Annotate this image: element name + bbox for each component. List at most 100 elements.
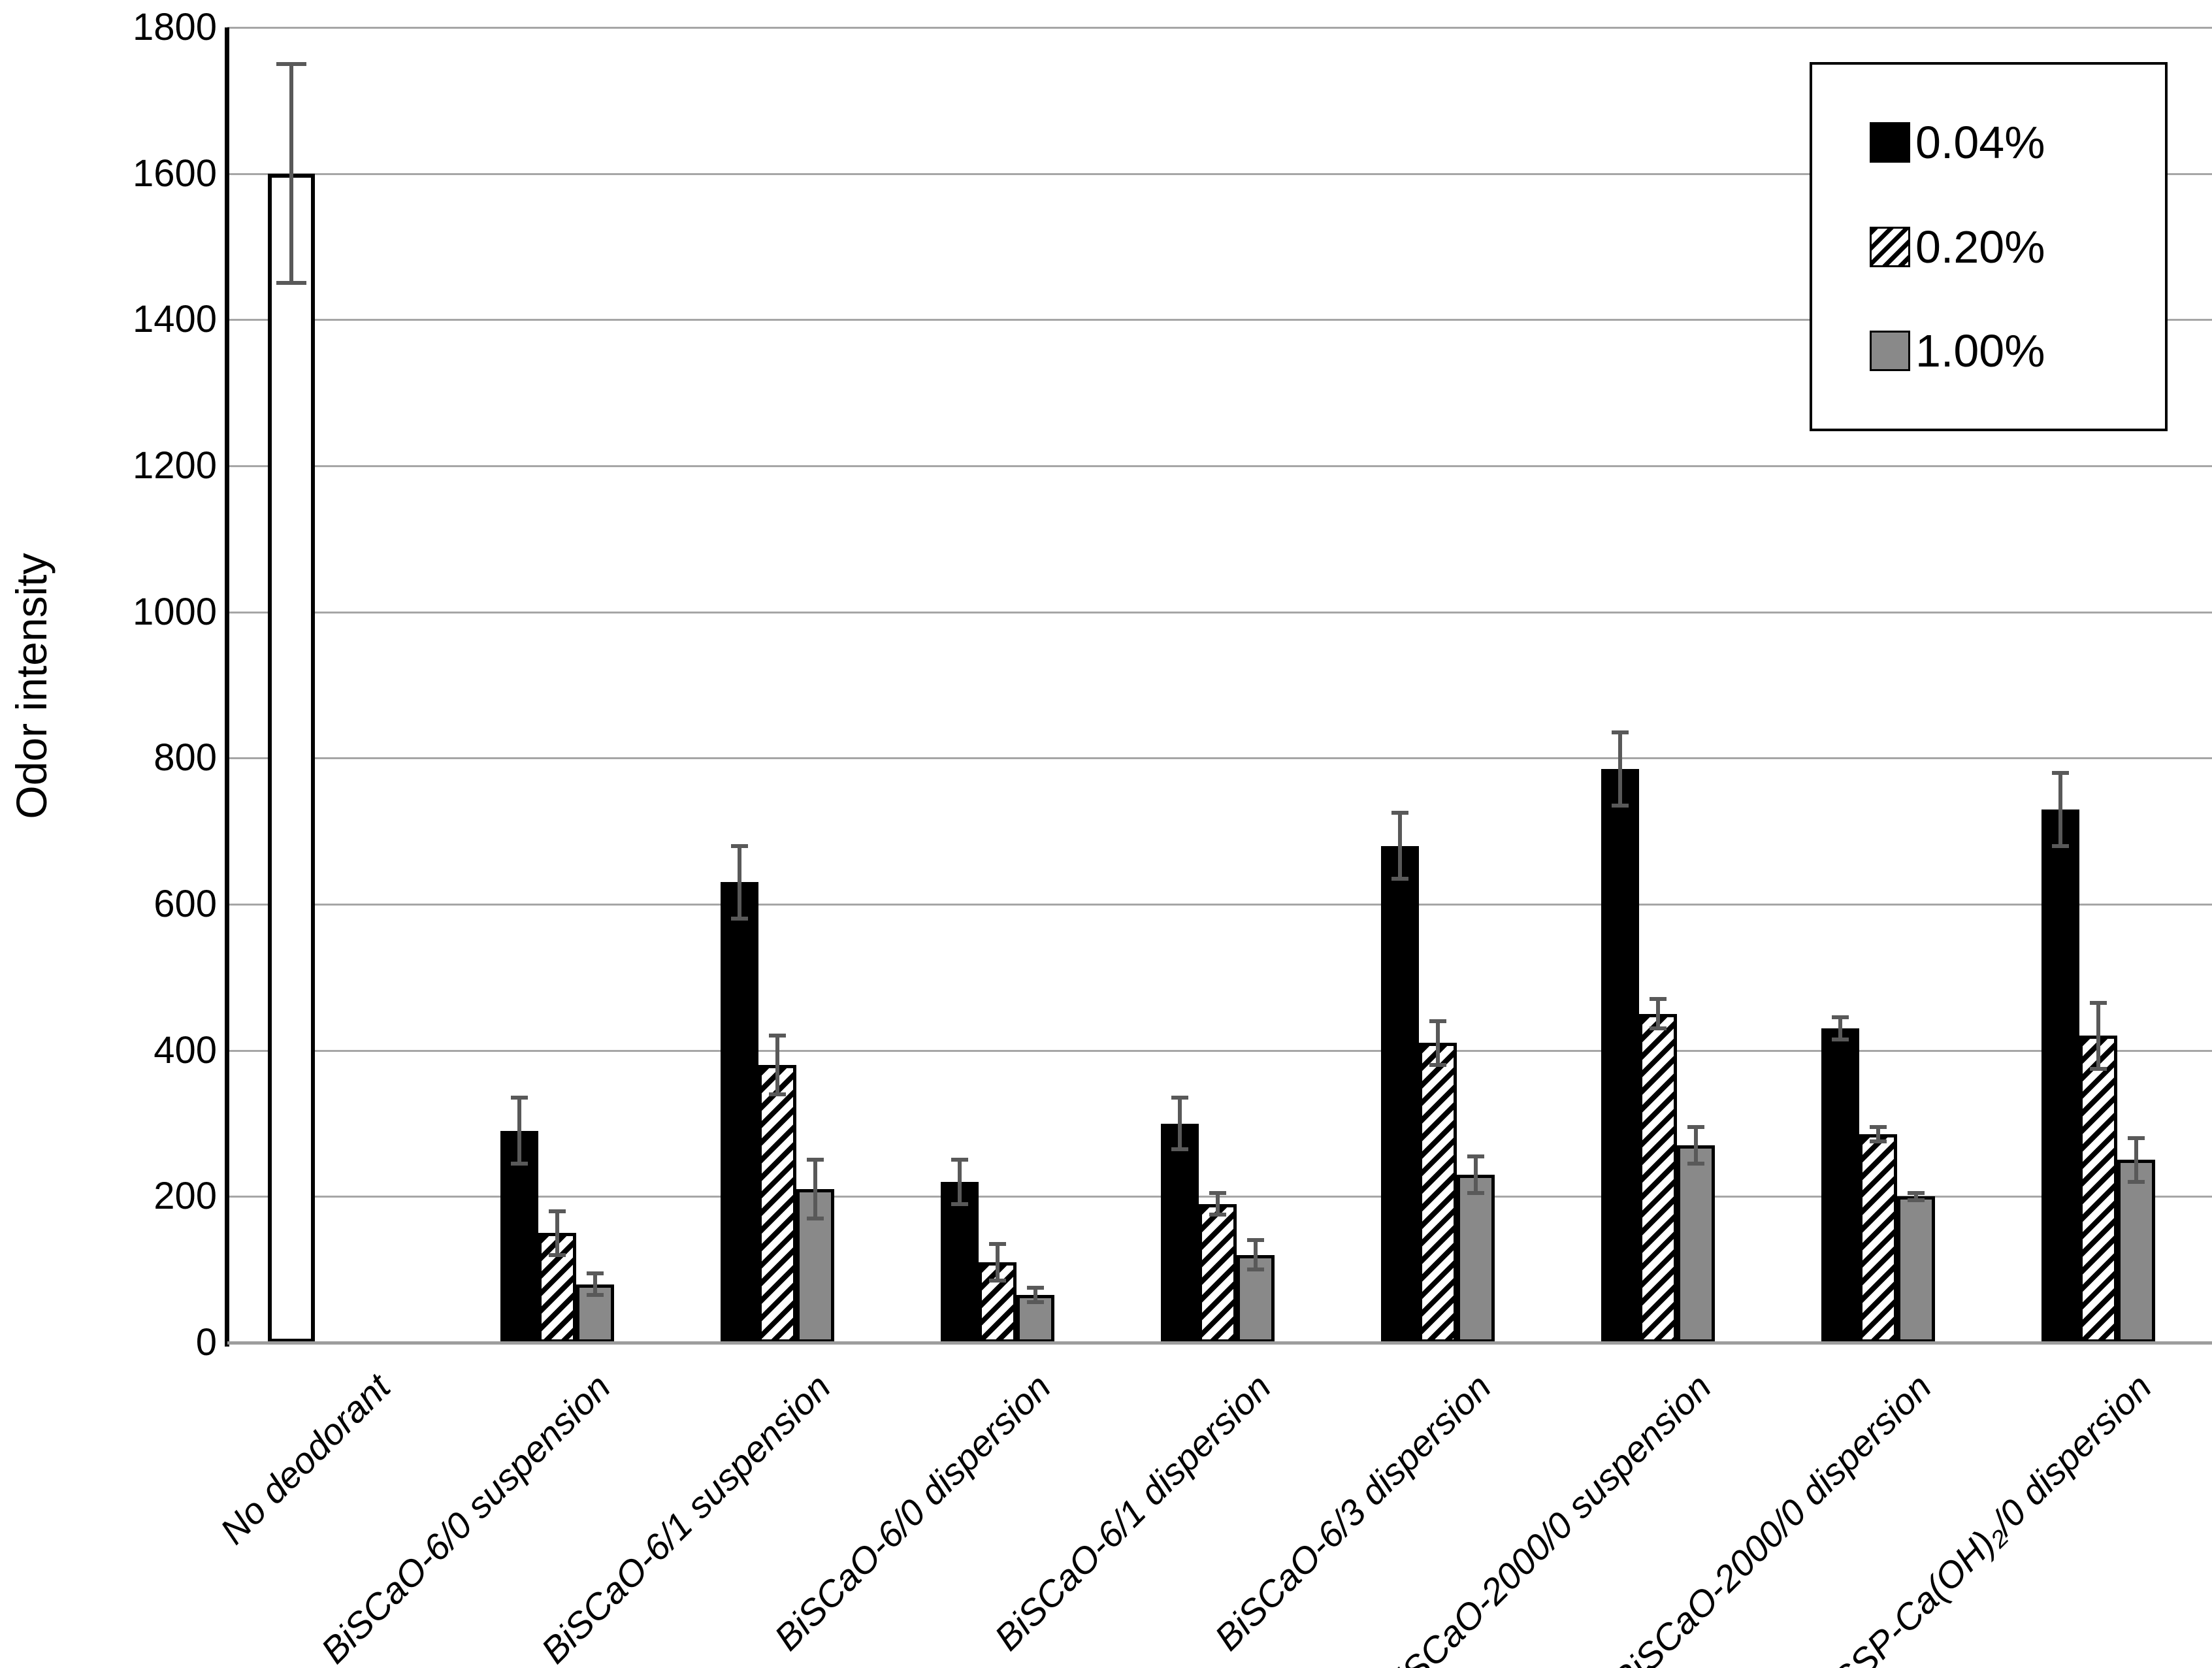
y-axis-tick-label: 1200 — [132, 444, 217, 487]
error-bar-cap-top — [2127, 1136, 2145, 1140]
error-bar-stem — [1178, 1098, 1182, 1149]
error-bar-cap-bottom — [1649, 1026, 1667, 1031]
error-bar-cap-top — [1209, 1190, 1226, 1195]
legend-swatch-gray-icon — [1870, 330, 1910, 371]
bar-0.20 — [1199, 1203, 1237, 1343]
bar-0.04 — [500, 1130, 539, 1343]
x-axis — [227, 1341, 2212, 1345]
bar-0.20 — [1859, 1134, 1897, 1343]
error-bar-cap-bottom — [1171, 1147, 1188, 1151]
bar-0.20 — [758, 1065, 797, 1343]
gridline-600 — [227, 904, 2212, 906]
error-bar-cap-bottom — [951, 1202, 969, 1206]
error-bar-cap-top — [2089, 1000, 2107, 1005]
error-bar-stem — [1397, 813, 1402, 879]
y-axis-tick-label: 800 — [154, 736, 217, 779]
error-bar-cap-bottom — [1247, 1267, 1264, 1272]
gridline-1400 — [227, 319, 2212, 321]
bar-0.04 — [1161, 1123, 1199, 1343]
error-bar-cap-bottom — [1611, 804, 1629, 808]
legend-label: 0.20% — [1915, 221, 2045, 272]
error-bar-cap-top — [1687, 1125, 1704, 1130]
gridline-800 — [227, 757, 2212, 760]
error-bar-stem — [996, 1244, 1000, 1281]
error-bar-cap-top — [587, 1271, 604, 1275]
error-bar-cap-bottom — [1027, 1300, 1045, 1305]
legend-label: 0.04% — [1915, 117, 2045, 169]
y-axis-tick-label: 1400 — [132, 298, 217, 341]
error-bar-cap-top — [989, 1242, 1007, 1247]
y-axis-tick-label: 1600 — [132, 152, 217, 195]
gridline-1200 — [227, 465, 2212, 467]
error-bar-stem — [813, 1160, 818, 1218]
legend-label: 1.00% — [1915, 325, 2045, 376]
error-bar-cap-bottom — [1869, 1139, 1887, 1144]
error-bar-cap-bottom — [511, 1162, 529, 1166]
error-bar-cap-top — [1171, 1096, 1188, 1100]
error-bar-cap-top — [511, 1096, 529, 1100]
error-bar-stem — [775, 1036, 780, 1094]
bar-0.20 — [1638, 1013, 1677, 1343]
bar-0.04 — [2041, 809, 2079, 1343]
error-bar-cap-bottom — [2051, 843, 2069, 848]
bar-0.20 — [1418, 1043, 1457, 1343]
error-bar-cap-bottom — [1391, 876, 1408, 881]
y-axis-tick-label: 200 — [154, 1175, 217, 1218]
error-bar-cap-bottom — [276, 281, 307, 286]
error-bar-cap-top — [1467, 1154, 1484, 1158]
error-bar-stem — [2096, 1002, 2100, 1069]
error-bar-cap-top — [1247, 1238, 1264, 1243]
y-axis — [225, 27, 229, 1347]
error-bar-cap-top — [1611, 730, 1629, 735]
error-bar-stem — [1216, 1192, 1220, 1215]
legend: 0.04% 0.20% 1.00% — [1810, 62, 2168, 431]
error-bar-cap-top — [1429, 1019, 1446, 1023]
bar-0.04 — [941, 1181, 979, 1343]
bar-0.04 — [1380, 845, 1419, 1343]
error-bar-cap-top — [1869, 1125, 1887, 1130]
error-bar-cap-top — [731, 843, 749, 848]
bar-1.00 — [1676, 1145, 1715, 1343]
error-bar-stem — [2058, 772, 2062, 846]
gridline-200 — [227, 1196, 2212, 1198]
error-bar-stem — [1838, 1017, 1842, 1039]
error-bar-cap-top — [1649, 997, 1667, 1002]
error-bar-stem — [1655, 999, 1660, 1029]
y-axis-tick-label: 0 — [195, 1321, 217, 1364]
error-bar-cap-bottom — [807, 1216, 824, 1220]
error-bar-cap-bottom — [769, 1092, 787, 1096]
y-axis-tick-label: 1800 — [132, 6, 217, 48]
x-axis-label: No deodorant — [212, 1365, 398, 1552]
y-axis-tick-label: 400 — [154, 1028, 217, 1071]
error-bar-cap-top — [1831, 1015, 1849, 1020]
error-bar-cap-top — [1027, 1286, 1045, 1290]
gridline-1600 — [227, 172, 2212, 175]
error-bar-cap-top — [807, 1158, 824, 1162]
error-bar-cap-bottom — [1209, 1213, 1226, 1217]
bar-0.20 — [2079, 1036, 2117, 1343]
error-bar-cap-bottom — [587, 1293, 604, 1298]
gridline-1000 — [227, 611, 2212, 613]
bar-1.00 — [2117, 1160, 2155, 1343]
error-bar-cap-top — [769, 1034, 787, 1038]
error-bar-stem — [1033, 1288, 1038, 1303]
legend-item-0.20%: 0.20% — [1870, 221, 2165, 273]
error-bar-cap-bottom — [2127, 1179, 2145, 1184]
error-bar-cap-top — [549, 1209, 566, 1213]
bar-control — [268, 173, 316, 1343]
error-bar-cap-bottom — [549, 1252, 566, 1257]
error-bar-stem — [738, 845, 742, 919]
error-bar-stem — [517, 1098, 522, 1164]
error-bar-stem — [1473, 1156, 1478, 1193]
bar-1.00 — [1456, 1174, 1495, 1343]
y-axis-tick-label: 600 — [154, 883, 217, 925]
gridline-400 — [227, 1049, 2212, 1052]
error-bar-cap-bottom — [731, 917, 749, 921]
bar-0.04 — [1601, 769, 1639, 1343]
error-bar-cap-bottom — [1467, 1190, 1484, 1195]
bar-1.00 — [1896, 1196, 1935, 1343]
bar-0.04 — [1821, 1028, 1859, 1343]
error-bar-cap-top — [276, 61, 307, 66]
error-bar-stem — [1913, 1192, 1918, 1200]
